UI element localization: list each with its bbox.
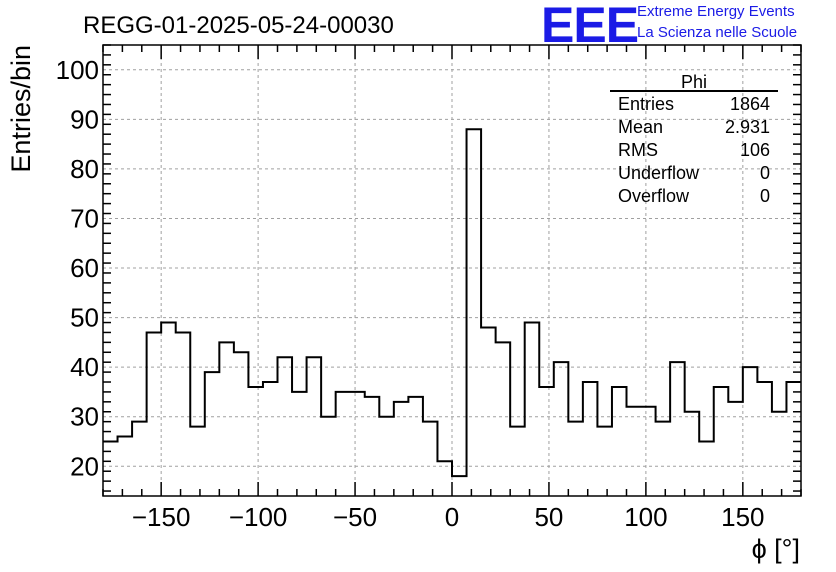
y-tick-label: 20 — [70, 451, 99, 481]
logo-line-2: La Scienza nelle Scuole — [637, 24, 798, 41]
stats-value: 2.931 — [725, 117, 770, 137]
x-axis-label: ϕ [°] — [752, 534, 800, 564]
stats-value: 106 — [740, 140, 770, 160]
y-axis-label: Entries/bin — [6, 45, 36, 173]
grid-lines — [103, 45, 801, 496]
stats-label: Entries — [618, 94, 674, 114]
y-tick-label: 70 — [70, 203, 99, 233]
axis-ticks — [102, 44, 802, 496]
x-tick-label: 50 — [534, 502, 563, 532]
y-tick-label: 40 — [70, 352, 99, 382]
logo-line-1: Extreme Energy Events — [637, 3, 795, 20]
stats-box: Phi Entries 1864 Mean 2.931 RMS 106 Underflow 0… — [610, 72, 778, 206]
plot-frame — [102, 44, 802, 497]
stats-value: 1864 — [730, 94, 770, 114]
x-tick-label: −50 — [333, 502, 377, 532]
histogram-line — [103, 128, 801, 478]
stats-label: Underflow — [618, 163, 700, 183]
stats-value: 0 — [760, 186, 770, 206]
y-tick-label: 80 — [70, 154, 99, 184]
stats-label: RMS — [618, 140, 658, 160]
y-tick-label: 100 — [56, 55, 99, 85]
x-tick-label: −150 — [132, 502, 191, 532]
y-tick-label: 90 — [70, 104, 99, 134]
stats-value: 0 — [760, 163, 770, 183]
x-tick-labels: −150 −100 −50 0 50 100 150 — [132, 502, 765, 532]
stats-title: Phi — [681, 72, 707, 92]
y-tick-label: 60 — [70, 253, 99, 283]
x-tick-label: 100 — [624, 502, 667, 532]
y-tick-label: 30 — [70, 402, 99, 432]
y-tick-labels: 20 30 40 50 60 70 80 90 100 — [56, 55, 99, 481]
stats-label: Overflow — [618, 186, 690, 206]
chart-title: REGG-01-2025-05-24-00030 — [83, 12, 394, 39]
y-tick-label: 50 — [70, 303, 99, 333]
stats-label: Mean — [618, 117, 663, 137]
eee-logo-mark: EEE — [541, 0, 639, 53]
x-tick-label: 0 — [445, 502, 459, 532]
x-tick-label: −100 — [229, 502, 288, 532]
x-tick-label: 150 — [721, 502, 764, 532]
